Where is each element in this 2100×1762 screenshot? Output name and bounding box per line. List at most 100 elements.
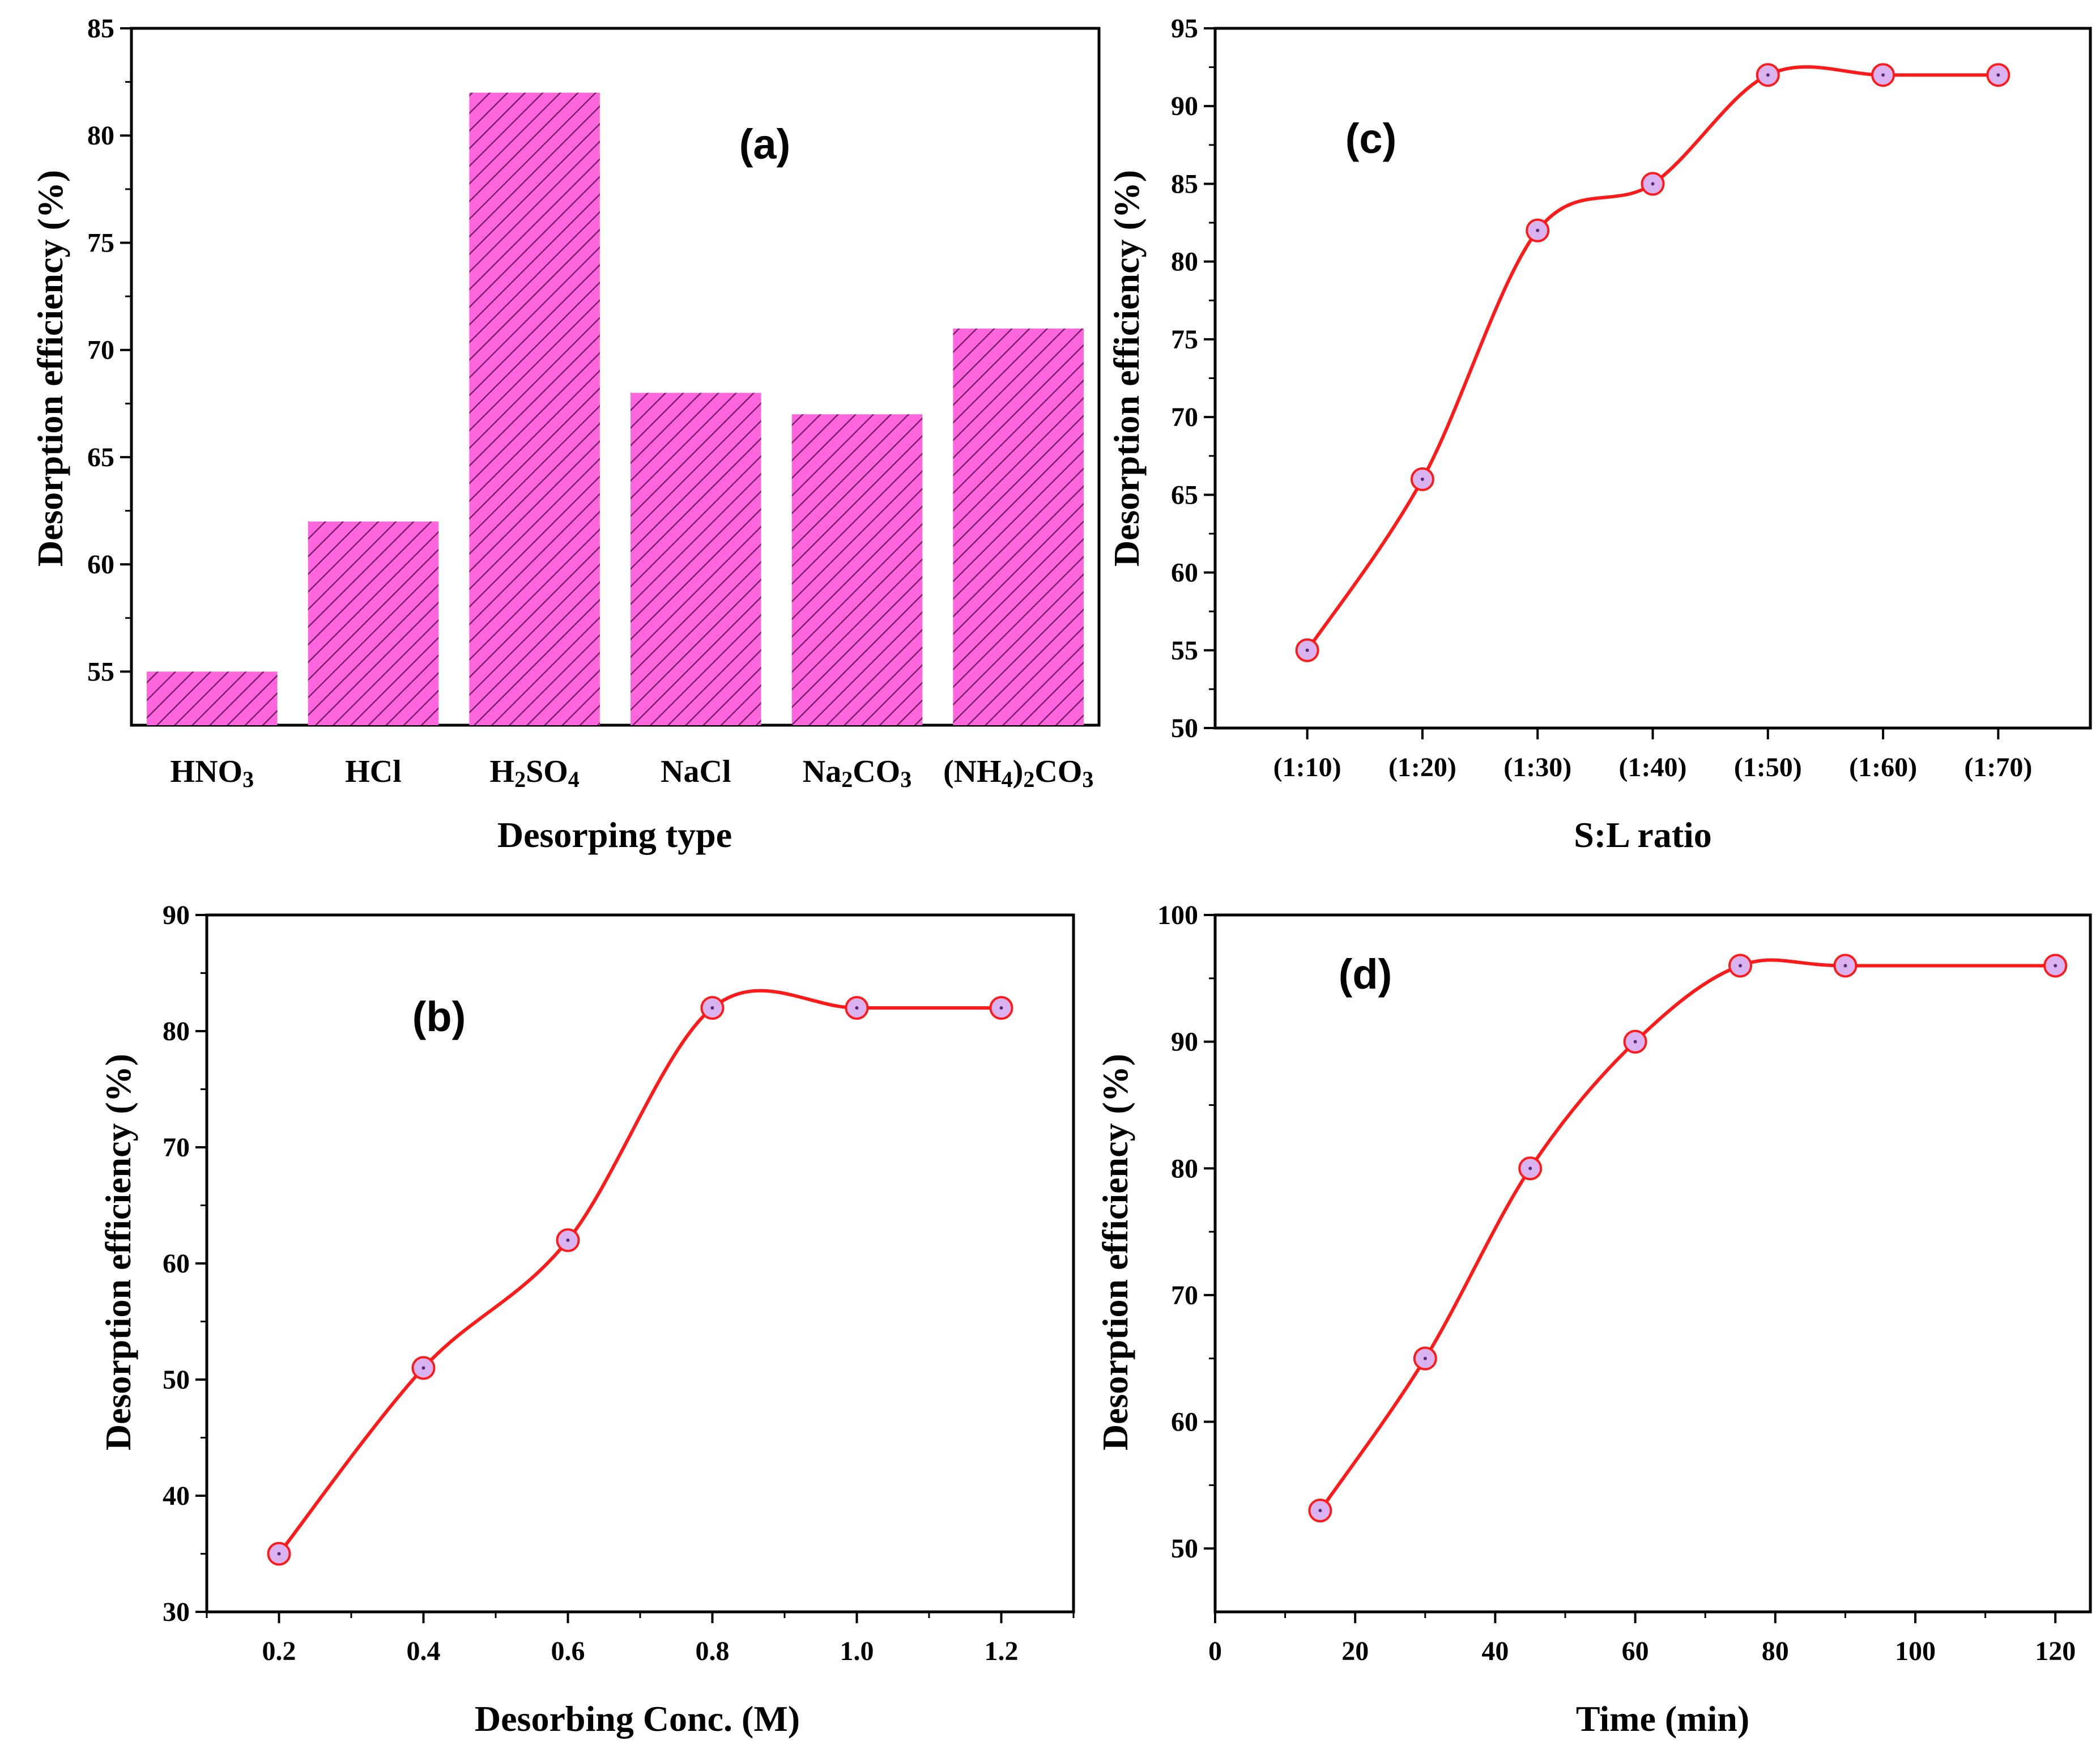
chart-b-y-axis-title: Desorption efficiency (%) — [98, 1054, 138, 1450]
chart-a-y-tick-label: 80 — [87, 121, 114, 151]
chart-c-x-tick-label: (1:20) — [1388, 752, 1456, 782]
chart-d-series-line — [1318, 958, 2056, 1512]
chart-b-panel-tag: (b) — [412, 993, 466, 1040]
chart-d-x-tick-label: 0 — [1208, 1636, 1222, 1666]
chart-d-data-point-center — [1843, 964, 1847, 968]
chart-c-panel-tag: (c) — [1345, 115, 1396, 162]
chart-c-x-tick-label: (1:60) — [1849, 752, 1917, 782]
chart-b-plot-frame — [205, 913, 1075, 1614]
chart-b-data-point-center — [710, 1006, 714, 1010]
chart-c-data-point-center — [1881, 73, 1885, 77]
chart-b-y-tick-label: 70 — [163, 1133, 190, 1163]
chart-d-y-tick-label: 50 — [1171, 1534, 1198, 1564]
chart-a-category-label-part: CO — [1034, 754, 1082, 789]
chart-a-category-label-part: 4 — [1002, 767, 1013, 792]
chart-b-x-tick-label: 0.6 — [551, 1636, 585, 1666]
chart-b-data-point-center — [277, 1552, 281, 1556]
chart-a-category-label-part: ) — [1013, 754, 1024, 789]
chart-d-plot-frame — [1213, 913, 2092, 1614]
chart-c-y-tick-label: 80 — [1171, 247, 1198, 277]
chart-b-data-point-center — [566, 1238, 570, 1242]
chart-c-y-tick-label: 50 — [1171, 713, 1198, 743]
chart-b-x-tick-label: 0.4 — [407, 1636, 441, 1666]
chart-a-category-label-part: HNO — [171, 754, 243, 789]
chart-a-category-label-part: (NH — [943, 754, 1002, 789]
chart-b-y-tick-label: 40 — [163, 1481, 190, 1511]
chart-d-data-point-center — [2054, 964, 2058, 968]
chart-a-x-axis-title: Desorping type — [497, 815, 732, 855]
chart-d-y-tick-label: 70 — [1171, 1280, 1198, 1310]
chart-b-x-tick-label: 0.8 — [696, 1636, 730, 1666]
chart-c-x-tick-label: (1:30) — [1503, 752, 1571, 782]
chart-a-bar — [147, 671, 278, 725]
chart-c-data-point-center — [1996, 73, 2000, 77]
chart-a-category-label: (NH4)2CO3 — [943, 754, 1093, 792]
chart-d-data-point-center — [1528, 1167, 1532, 1171]
chart-a-y-tick-label: 60 — [87, 550, 114, 580]
chart-a-category-label-part: 2 — [1023, 767, 1034, 792]
chart-d-y-tick-label: 80 — [1171, 1154, 1198, 1184]
chart-a-category-label-part: NaCl — [661, 754, 731, 789]
chart-d-y-tick-label: 100 — [1157, 900, 1198, 930]
chart-c-data-point-center — [1536, 228, 1540, 232]
chart-c-x-axis-title: S:L ratio — [1574, 815, 1712, 855]
chart-a-bar — [631, 393, 761, 725]
chart-a-category-label: NaCl — [661, 754, 731, 789]
chart-a-category-label: HCl — [345, 754, 402, 789]
chart-d-data-point-center — [1318, 1509, 1322, 1513]
chart-c-y-tick-label: 90 — [1171, 91, 1198, 121]
chart-c-x-tick-label: (1:10) — [1273, 752, 1341, 782]
chart-c-y-tick-label: 55 — [1171, 636, 1198, 666]
chart-c-x-tick-label: (1:50) — [1734, 752, 1802, 782]
chart-c-x-tick-label: (1:70) — [1964, 752, 2032, 782]
chart-a-category-label-part: H — [490, 754, 515, 789]
chart-b-x-tick-label: 1.0 — [840, 1636, 874, 1666]
chart-a-y-tick-label: 75 — [87, 228, 114, 258]
chart-b-series-line — [278, 989, 1002, 1555]
chart-a-bar — [953, 328, 1084, 725]
chart-b-y-tick-label: 30 — [163, 1597, 190, 1627]
chart-c-data-point-center — [1766, 73, 1770, 77]
chart-a-category-label-part: 3 — [1082, 767, 1093, 792]
chart-a-bar — [469, 92, 600, 726]
chart-a-y-tick-label: 65 — [87, 442, 114, 473]
chart-a-category-label-part: 4 — [568, 767, 580, 792]
chart-a-bar — [308, 521, 439, 725]
chart-a-panel-tag: (a) — [739, 121, 790, 168]
chart-c-data-point-center — [1651, 182, 1655, 186]
chart-b-data-point-center — [999, 1006, 1003, 1010]
chart-d-y-axis-title: Desorption efficiency (%) — [1095, 1054, 1135, 1450]
chart-b-y-tick-label: 80 — [163, 1016, 190, 1046]
chart-a-category-label: H2SO4 — [490, 754, 580, 792]
chart-b-x-axis-title: Desorbing Conc. (M) — [475, 1699, 800, 1739]
chart-c-sl-ratio: (c) S:L ratio Desorption efficiency (%) … — [1106, 14, 2092, 855]
chart-d-time: (d) Time (min) Desorption efficiency (%)… — [1095, 900, 2092, 1739]
chart-d-data-point-center — [1633, 1040, 1637, 1044]
chart-d-data-point-center — [1423, 1356, 1427, 1360]
chart-c-y-tick-label: 60 — [1171, 558, 1198, 588]
chart-c-y-tick-label: 70 — [1171, 402, 1198, 432]
chart-a-category-label-part: 2 — [514, 767, 526, 792]
chart-d-x-tick-label: 20 — [1341, 1636, 1369, 1666]
chart-c-data-point-center — [1420, 477, 1424, 481]
chart-a-category-label-part: 2 — [841, 767, 853, 792]
chart-a-category-label-part: Na — [803, 754, 841, 789]
chart-b-desorbing-conc: (b) Desorbing Conc. (M) Desorption effic… — [98, 900, 1075, 1739]
chart-d-x-tick-label: 60 — [1622, 1636, 1649, 1666]
chart-a-category-label: Na2CO3 — [803, 754, 911, 792]
chart-a-category-label: HNO3 — [171, 754, 254, 792]
chart-b-x-tick-label: 1.2 — [985, 1636, 1019, 1666]
chart-b-y-tick-label: 60 — [163, 1249, 190, 1279]
chart-b-y-tick-label: 50 — [163, 1365, 190, 1395]
chart-d-x-tick-label: 40 — [1481, 1636, 1509, 1666]
chart-d-y-tick-label: 60 — [1171, 1407, 1198, 1437]
chart-a-category-label-part: 3 — [900, 767, 911, 792]
chart-b-data-point-center — [855, 1006, 859, 1010]
chart-d-data-point-center — [1739, 964, 1742, 968]
chart-b-data-point-center — [421, 1366, 425, 1370]
chart-c-series-line — [1306, 65, 1999, 652]
chart-c-x-tick-label: (1:40) — [1619, 752, 1687, 782]
chart-d-y-tick-label: 90 — [1171, 1027, 1198, 1057]
chart-d-x-tick-label: 100 — [1895, 1636, 1936, 1666]
